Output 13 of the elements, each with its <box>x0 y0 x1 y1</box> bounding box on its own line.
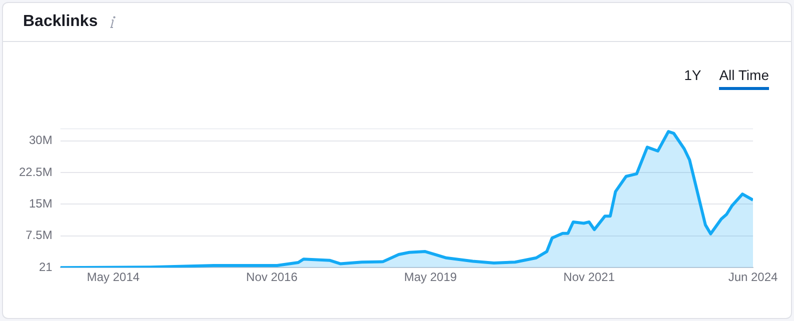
y-tick-label: 15M <box>29 196 52 211</box>
x-tick-label: Nov 2021 <box>563 270 616 284</box>
x-tick-label: May 2019 <box>404 270 458 284</box>
chart-title: Backlinks <box>23 13 98 31</box>
text: All Time <box>719 67 769 90</box>
x-tick-label: Jun 2024 <box>728 270 778 284</box>
text: 1Y <box>684 67 702 85</box>
x-tick-label: May 2014 <box>86 270 140 284</box>
y-tick-label: 22.5M <box>18 164 52 179</box>
y-tick-label: 30M <box>29 133 52 148</box>
x-tick-label: Nov 2016 <box>246 270 298 284</box>
y-tick-label: 7.5M <box>26 228 52 242</box>
y-tick-label: 21 <box>38 260 53 274</box>
